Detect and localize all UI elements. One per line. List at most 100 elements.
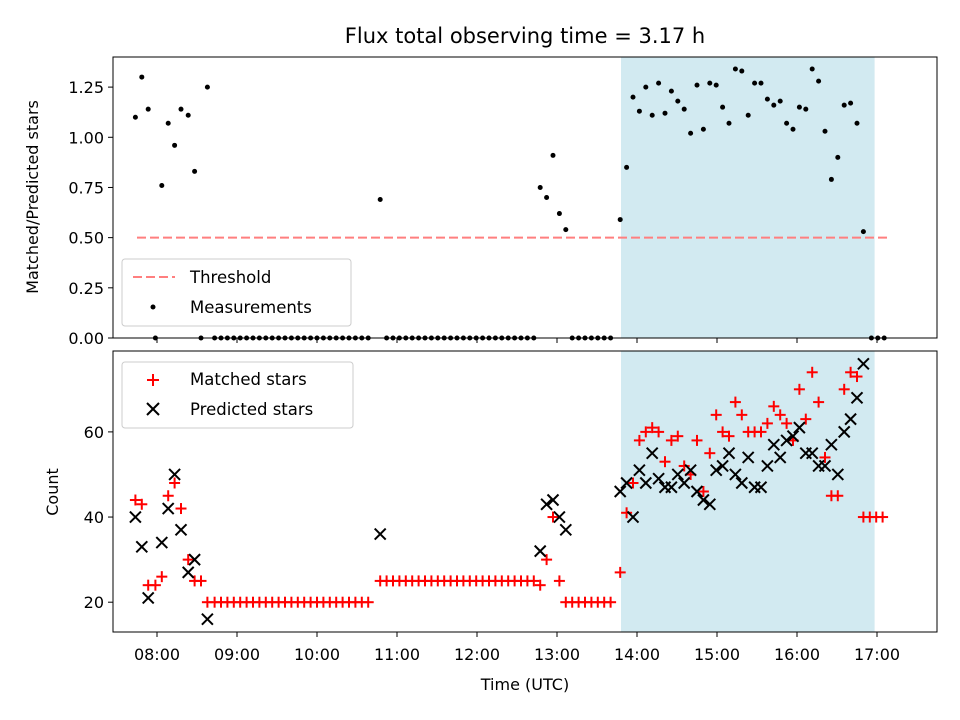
predicted-stars-point: [141, 591, 155, 605]
matched-stars-point: [697, 486, 709, 497]
measurement-point: [713, 82, 719, 88]
predicted-stars-point: [786, 429, 800, 443]
matched-stars-point: [640, 426, 652, 438]
matched-stars-point: [704, 447, 716, 459]
predicted-stars-point: [135, 540, 149, 554]
measurement-point: [796, 104, 802, 110]
measurement-point: [656, 80, 662, 86]
predicted-stars-point: [825, 438, 838, 451]
predicted-stars-point: [837, 425, 851, 439]
matched-stars-point: [633, 434, 645, 446]
matched-stars-point: [793, 383, 805, 395]
matched-stars-point: [169, 477, 181, 489]
x-tick-label: 16:00: [774, 645, 820, 664]
measurement-point: [139, 74, 145, 80]
measurement-point: [172, 142, 178, 148]
measurement-point: [165, 120, 171, 126]
predicted-stars-point: [805, 446, 819, 460]
matched-stars-point: [665, 434, 677, 446]
ratio-y-tick-label: 0.50: [68, 229, 104, 248]
measurements-legend-label: Measurements: [190, 298, 312, 317]
matched-stars-point: [614, 566, 626, 578]
measurement-point: [848, 100, 854, 106]
measurement-point: [700, 126, 706, 132]
measurement-point: [771, 102, 777, 108]
predicted-stars-point: [181, 566, 195, 579]
count-legend-box: [121, 361, 354, 429]
measurement-point: [790, 126, 796, 132]
measurement-point: [688, 130, 694, 136]
ratio-panel-frame: [112, 56, 938, 339]
measurement-point: [159, 182, 165, 188]
measurement-point: [662, 110, 668, 116]
matched-stars-point: [755, 426, 767, 438]
measurement-point: [739, 68, 745, 74]
measurement-point: [707, 80, 713, 86]
measurement-point: [537, 184, 543, 190]
predicted-stars-point: [665, 481, 678, 494]
matched-stars-point: [761, 417, 773, 429]
count-y-tick-label: 20: [84, 593, 104, 612]
measurement-point: [726, 120, 732, 126]
ratio-panel: 0.00 0.25 0.50 0.75 1.00 1.25 Matched/Predict…: [23, 56, 938, 348]
matched-stars-point: [717, 426, 729, 438]
measurement-point: [841, 102, 847, 108]
predicted-stars-point: [188, 553, 201, 566]
matched-stars-point: [528, 575, 540, 587]
measurement-point: [816, 78, 822, 84]
ratio-y-tick-label: 0.75: [68, 178, 104, 197]
predicted-stars-point: [773, 451, 787, 464]
predicted-stars-point: [533, 544, 547, 558]
x-tick-label: 14:00: [614, 645, 660, 664]
predicted-stars-point: [697, 493, 710, 507]
count-panel-frame: [112, 350, 938, 633]
x-tick-label: 09:00: [214, 645, 260, 664]
matched-stars-point: [653, 426, 665, 438]
matched-stars-point: [819, 451, 831, 463]
measurement-point: [145, 106, 151, 112]
predicted-stars-point: [722, 446, 736, 460]
ratio-legend-box: [121, 258, 352, 327]
count-highlight-span: [621, 351, 875, 632]
matched-stars-point: [362, 596, 374, 608]
predicted-stars-point: [831, 468, 845, 481]
measurement-point: [835, 154, 841, 160]
x-tick-label: 13:00: [534, 645, 580, 664]
measurement-point: [803, 106, 809, 112]
predicted-stars-point: [677, 476, 691, 490]
measurement-point: [854, 120, 860, 126]
x-tick-label: 17:00: [854, 645, 900, 664]
measurement-point: [777, 98, 783, 104]
matched-stars-legend-swatch: [147, 374, 159, 386]
measurement-point: [694, 82, 700, 88]
matched-stars-point: [553, 575, 565, 587]
measurement-point: [745, 112, 751, 118]
measurement-point: [185, 112, 191, 118]
matched-stars-point: [691, 434, 703, 446]
count-legend: Matched stars Predicted stars: [121, 361, 354, 429]
matched-stars-point: [723, 430, 735, 442]
predicted-stars-point: [553, 510, 566, 524]
predicted-stars-point: [652, 472, 665, 485]
predicted-stars-point: [767, 438, 781, 451]
measurement-point: [636, 108, 642, 114]
predicted-stars-point: [741, 451, 755, 464]
matched-stars-point: [182, 554, 194, 566]
predicted-stars-point: [735, 476, 749, 490]
predicted-stars-point: [793, 421, 806, 434]
predicted-stars-point: [844, 412, 857, 426]
predicted-stars-point: [174, 523, 188, 537]
measurement-point: [732, 66, 738, 72]
matched-stars-point: [541, 554, 553, 566]
matched-stars-point: [162, 490, 174, 502]
predicted-stars-point: [201, 613, 214, 626]
predicted-stars-point: [546, 493, 560, 507]
x-tick-label: 11:00: [374, 645, 420, 664]
predicted-stars-point: [613, 485, 627, 498]
predicted-stars-point: [690, 485, 704, 498]
measurement-point: [624, 164, 630, 170]
measurement-point: [668, 88, 674, 94]
predicted-stars-point: [168, 468, 181, 481]
measurement-point: [720, 104, 726, 110]
